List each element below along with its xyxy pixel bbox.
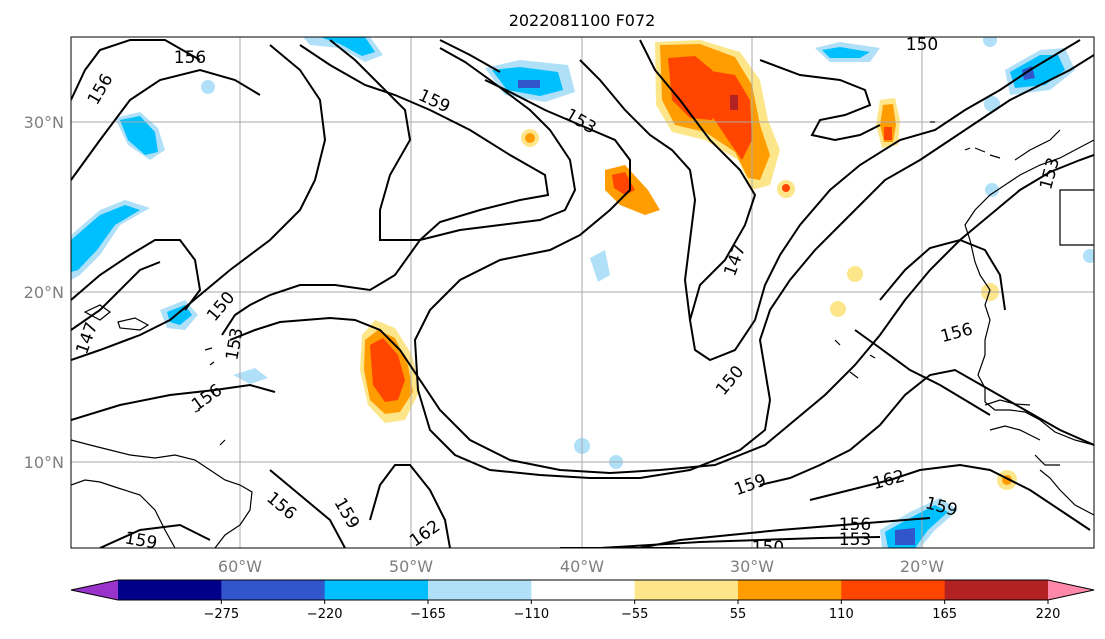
contour-label: 156 — [839, 515, 871, 535]
latitude-labels: 30°N 20°N 10°N — [24, 113, 64, 472]
colorbar-extension-high — [1048, 580, 1094, 600]
lon-label: 30°W — [730, 557, 774, 576]
colorbar-tick-label: 165 — [932, 607, 957, 622]
colorbar-swatch — [634, 580, 739, 600]
lon-label: 50°W — [389, 557, 433, 576]
colorbar-outline — [70, 579, 1095, 601]
contour-label: 159 — [123, 528, 158, 553]
colorbar-swatch — [738, 580, 842, 600]
lat-label: 20°N — [24, 283, 64, 302]
colorbar-tick-label: −165 — [410, 607, 446, 622]
colorbar-tick-label: −55 — [621, 607, 648, 622]
map-frame — [70, 36, 1095, 549]
gridlines — [71, 37, 1094, 548]
longitude-labels: 60°W 50°W 40°W 30°W 20°W — [218, 557, 944, 576]
colorbar-tick-label: 110 — [829, 607, 854, 622]
shading-layer — [71, 37, 1094, 548]
map-title: 2022081100 F072 — [509, 11, 656, 30]
contour-label: 153 — [839, 530, 871, 550]
colorbar-swatch — [841, 580, 946, 600]
lon-label: 40°W — [560, 557, 604, 576]
lon-label: 20°W — [900, 557, 944, 576]
map-area: 156 156 159 153 150 153 147 150 153 147 … — [71, 35, 1094, 558]
contour-lines — [71, 39, 1094, 548]
lon-label: 60°W — [218, 557, 262, 576]
contour-label: 156 — [174, 48, 206, 68]
contour-labels: 156 156 159 153 150 153 147 150 153 147 … — [72, 35, 1064, 558]
contour-label: 150 — [906, 35, 938, 55]
lat-label: 10°N — [24, 453, 64, 472]
colorbar: −275−220−165−110−5555110165220275 — [70, 579, 1095, 622]
colorbar-tick-label: −275 — [203, 607, 239, 622]
colorbar-tick-label: −110 — [513, 607, 549, 622]
colorbar-swatch — [531, 580, 636, 600]
colorbar-tick-label: 220 — [1036, 607, 1061, 622]
colorbar-swatch — [221, 580, 326, 600]
colorbar-tick-label: −220 — [307, 607, 343, 622]
contour-label: 150 — [752, 538, 784, 558]
colorbar-swatch — [428, 580, 532, 600]
lat-label: 30°N — [24, 113, 64, 132]
colorbar-swatch — [118, 580, 222, 600]
colorbar-extension-low — [71, 580, 118, 600]
colorbar-tick-label: 55 — [730, 607, 747, 622]
colorbar-swatch — [324, 580, 429, 600]
colorbar-swatch — [944, 580, 1049, 600]
